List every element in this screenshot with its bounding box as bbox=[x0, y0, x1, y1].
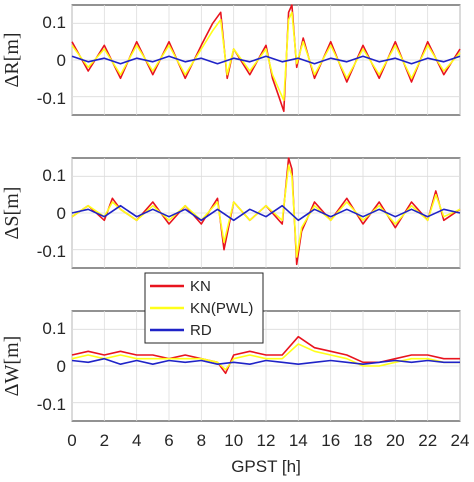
x-tick: 12 bbox=[257, 431, 276, 450]
panel-s: 0.1 0 -0.1 ΔS[m] bbox=[1, 157, 461, 269]
x-tick: 20 bbox=[386, 431, 405, 450]
panel-r-ytick: -0.1 bbox=[37, 89, 66, 108]
panel-r-series bbox=[71, 4, 461, 113]
panel-s-ylabel: ΔS[m] bbox=[1, 187, 23, 240]
panel-w-ytick: 0 bbox=[57, 357, 66, 376]
panel-r-ytick: 0 bbox=[57, 51, 66, 70]
panel-w-series-rd bbox=[71, 357, 460, 366]
panel-s-ytick: 0 bbox=[57, 204, 66, 223]
panel-s-series-kn-pwl bbox=[71, 164, 461, 258]
panel-w-series bbox=[71, 335, 460, 375]
panel-r: 0.1 0 -0.1 ΔR[m] bbox=[1, 4, 461, 116]
x-tick: 10 bbox=[224, 431, 243, 450]
panel-r-ylabel: ΔR[m] bbox=[1, 32, 23, 87]
x-tick: 22 bbox=[418, 431, 437, 450]
legend-label-kn-pwl: KN(PWL) bbox=[190, 300, 253, 317]
x-axis-label: GPST [h] bbox=[231, 457, 301, 476]
panel-s-series-rd bbox=[71, 204, 461, 222]
panel-w-series-kn bbox=[71, 335, 460, 375]
panel-r-series-rd bbox=[71, 55, 461, 65]
panel-w-ylabel: ΔW[m] bbox=[1, 336, 23, 397]
x-tick: 8 bbox=[197, 431, 206, 450]
legend-label-rd: RD bbox=[190, 322, 212, 339]
panel-r-ytick: 0.1 bbox=[42, 13, 66, 32]
panel-s-series bbox=[71, 157, 461, 266]
panel-w-ytick: -0.1 bbox=[37, 395, 66, 414]
x-tick: 14 bbox=[289, 431, 308, 450]
x-tick: 4 bbox=[132, 431, 141, 450]
x-tick-labels: 0 2 4 6 8 10 12 14 16 18 20 22 24 bbox=[67, 431, 469, 450]
panel-r-series-kn bbox=[71, 4, 461, 113]
x-tick: 16 bbox=[321, 431, 340, 450]
panel-w: 0.1 0 -0.1 ΔW[m] bbox=[1, 310, 461, 422]
x-tick: 6 bbox=[164, 431, 173, 450]
panel-s-grid bbox=[71, 158, 461, 268]
panel-w-series-kn-pwl bbox=[71, 343, 460, 371]
panel-r-series-kn-pwl bbox=[71, 11, 461, 102]
legend: KN KN(PWL) RD bbox=[144, 272, 264, 344]
legend-label-kn: KN bbox=[190, 278, 211, 295]
legend-entry-rd: RD bbox=[150, 322, 212, 339]
panel-s-ytick: 0.1 bbox=[42, 166, 66, 185]
panel-r-grid bbox=[71, 5, 461, 115]
panel-w-ytick: 0.1 bbox=[42, 319, 66, 338]
x-tick: 18 bbox=[354, 431, 373, 450]
x-tick: 0 bbox=[67, 431, 76, 450]
panel-s-ytick: -0.1 bbox=[37, 242, 66, 261]
legend-entry-kn: KN bbox=[150, 278, 211, 295]
legend-entry-kn-pwl: KN(PWL) bbox=[150, 300, 253, 317]
x-tick: 2 bbox=[100, 431, 109, 450]
x-tick: 24 bbox=[451, 431, 470, 450]
